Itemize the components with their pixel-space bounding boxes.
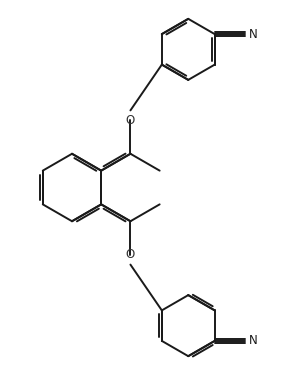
- Text: O: O: [126, 114, 135, 126]
- Text: O: O: [126, 249, 135, 261]
- Text: N: N: [249, 334, 257, 347]
- Text: N: N: [249, 28, 257, 40]
